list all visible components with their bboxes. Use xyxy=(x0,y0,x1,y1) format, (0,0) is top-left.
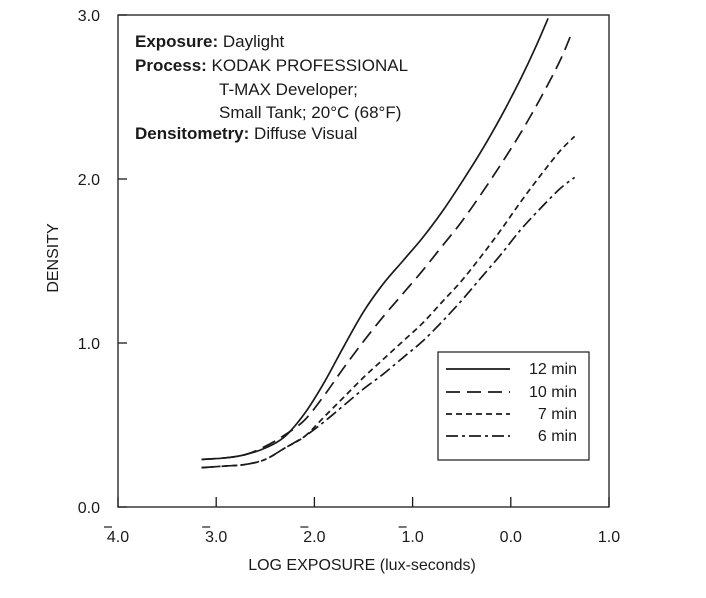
y-tick-label: 2.0 xyxy=(78,172,100,189)
series-line-12-min xyxy=(201,17,549,461)
y-tick-label: 1.0 xyxy=(78,336,100,353)
annotation-value: Diffuse Visual xyxy=(249,124,357,143)
series-lines xyxy=(201,17,576,469)
annotation-block: Exposure: Daylight Process: KODAK PROFESS… xyxy=(135,32,408,143)
x-axis: 4.0 3.0 2.0 1.0 0.0 1.0 xyxy=(104,497,620,546)
legend-label: 10 min xyxy=(529,384,577,401)
x-tick-label: 0.0 xyxy=(500,529,522,546)
annotation-line: T-MAX Developer; xyxy=(219,80,358,99)
y-axis-title: DENSITY xyxy=(45,223,62,293)
y-tick-label: 3.0 xyxy=(78,8,100,25)
series-line-6-min xyxy=(201,176,576,469)
annotation-line: Exposure: Daylight xyxy=(135,32,285,51)
y-tick-label: 0.0 xyxy=(78,500,100,517)
annotation-line: Densitometry: Diffuse Visual xyxy=(135,124,357,143)
x-axis-title: LOG EXPOSURE (lux-seconds) xyxy=(248,557,476,574)
annotation-value: KODAK PROFESSIONAL xyxy=(207,56,408,75)
annotation-value: Daylight xyxy=(218,32,284,51)
series-line-10-min xyxy=(201,32,573,461)
annotation-key: Process: xyxy=(135,56,207,75)
legend-label: 7 min xyxy=(538,406,577,423)
x-tick-label: 3.0 xyxy=(205,529,227,546)
legend-box xyxy=(437,351,590,461)
annotation-line: Process: KODAK PROFESSIONAL xyxy=(135,56,408,75)
legend-label: 12 min xyxy=(529,361,577,378)
legend: 12 min 10 min 7 min 6 min xyxy=(437,351,590,461)
annotation-key: Densitometry: xyxy=(135,124,249,143)
annotation-value: Small Tank; 20°C (68°F) xyxy=(219,103,401,122)
y-axis: 0.0 1.0 2.0 3.0 xyxy=(78,8,127,517)
x-tick-label: 4.0 xyxy=(107,529,129,546)
annotation-value: T-MAX Developer; xyxy=(219,80,358,99)
legend-label: 6 min xyxy=(538,428,577,445)
x-tick-label: 1.0 xyxy=(598,529,620,546)
annotation-line: Small Tank; 20°C (68°F) xyxy=(219,103,401,122)
series-line-7-min xyxy=(201,135,576,469)
annotation-key: Exposure: xyxy=(135,32,218,51)
x-tick-label: 2.0 xyxy=(303,529,325,546)
plot-frame xyxy=(117,14,610,508)
x-tick-label: 1.0 xyxy=(401,529,423,546)
